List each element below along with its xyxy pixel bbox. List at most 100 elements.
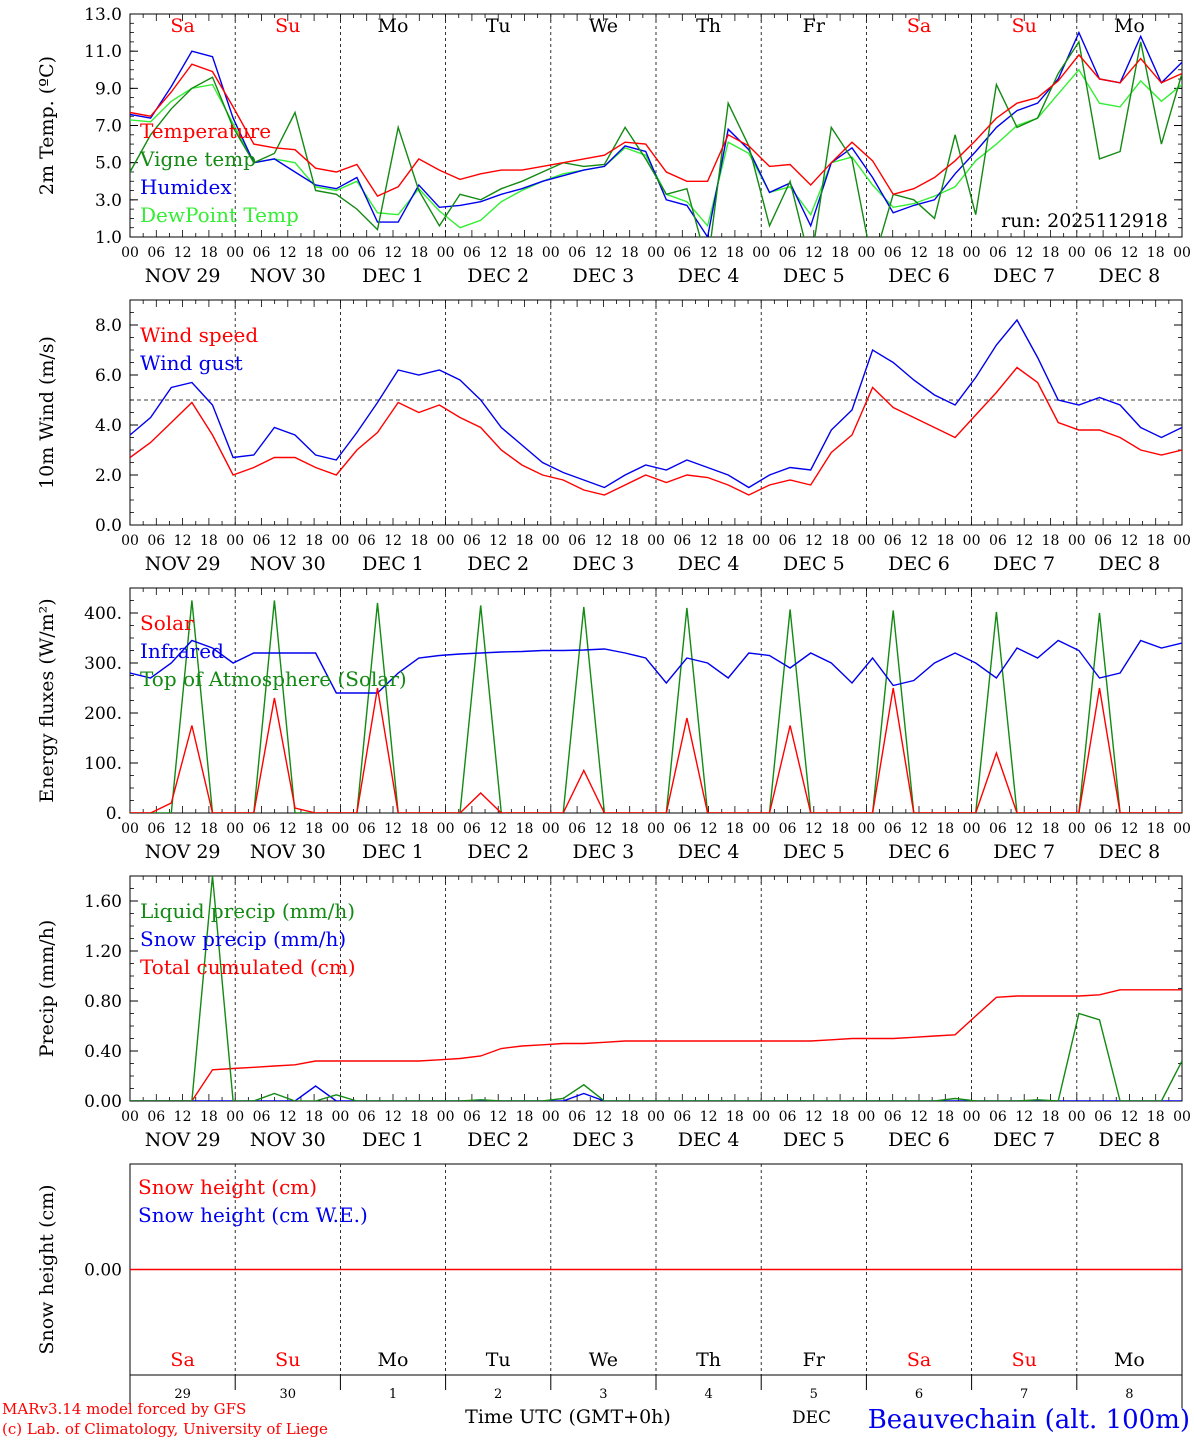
panel-precip: 0.00 0.40 0.80 1.20 1.60 Precip (mm/h) Liquid … xyxy=(36,875,1191,1151)
y-axis-label: 10m Wind (m/s) xyxy=(36,336,58,489)
hour-tick-label: 12 xyxy=(174,245,192,261)
hour-tick-label: 18 xyxy=(831,1109,849,1125)
hour-tick-label: 18 xyxy=(1147,245,1165,261)
date-number: 1 xyxy=(389,1387,397,1402)
hour-tick-label: 18 xyxy=(305,821,323,837)
hour-tick-label: 18 xyxy=(726,533,744,549)
date-label: DEC 8 xyxy=(1099,553,1161,575)
day-abbr: Sa xyxy=(170,15,194,37)
day-abbr: Mo xyxy=(1114,1349,1145,1371)
y-tick-label: 6.0 xyxy=(95,366,122,386)
y-tick-label: 2.0 xyxy=(95,466,122,486)
day-abbr: We xyxy=(589,15,618,37)
hour-tick-label: 12 xyxy=(1120,533,1138,549)
legend-entry: DewPoint Temp xyxy=(140,203,299,227)
hour-tick-label: 06 xyxy=(989,533,1007,549)
hour-tick-label: 06 xyxy=(673,245,691,261)
hour-tick-label: 18 xyxy=(410,1109,428,1125)
hour-tick-label: 12 xyxy=(174,1109,192,1125)
x-axis-title: Time UTC (GMT+0h) xyxy=(465,1406,671,1428)
y-tick-label: 11.0 xyxy=(84,42,122,62)
date-label: NOV 30 xyxy=(250,553,326,575)
hour-tick-label: 06 xyxy=(779,821,797,837)
hour-tick-label: 00 xyxy=(226,533,244,549)
hour-tick-label: 12 xyxy=(384,533,402,549)
hour-tick-label: 00 xyxy=(963,245,981,261)
hour-tick-label: 06 xyxy=(147,821,165,837)
hour-tick-label: 18 xyxy=(305,533,323,549)
hour-tick-label: 00 xyxy=(226,821,244,837)
hour-tick-label: 12 xyxy=(279,533,297,549)
hour-tick-label: 12 xyxy=(805,1109,823,1125)
hour-tick-label: 12 xyxy=(384,245,402,261)
hour-tick-label: 12 xyxy=(174,821,192,837)
hour-tick-label: 06 xyxy=(358,245,376,261)
date-label: DEC 8 xyxy=(1099,841,1161,863)
hour-tick-label: 18 xyxy=(200,245,218,261)
series-line-top-of-atmosphere-solar- xyxy=(130,600,1182,813)
day-abbr: Tu xyxy=(486,1349,511,1371)
date-label: NOV 29 xyxy=(145,553,221,575)
date-number: 2 xyxy=(494,1387,502,1402)
hour-tick-label: 12 xyxy=(384,1109,402,1125)
hour-tick-label: 18 xyxy=(200,533,218,549)
panel-wind: 0.0 2.0 4.0 6.0 8.0 10m Wind (m/s) Wind speed W… xyxy=(36,299,1191,575)
hour-tick-label: 06 xyxy=(358,1109,376,1125)
hour-tick-label: 12 xyxy=(279,245,297,261)
date-number: 8 xyxy=(1125,1387,1133,1402)
hour-tick-label: 06 xyxy=(568,821,586,837)
hour-tick-label: 18 xyxy=(936,533,954,549)
hour-tick-label: 06 xyxy=(253,821,271,837)
hour-tick-label: 00 xyxy=(437,821,455,837)
hour-tick-label: 06 xyxy=(884,245,902,261)
hour-tick-label: 00 xyxy=(752,1109,770,1125)
series-line-wind-gust xyxy=(130,318,1182,489)
hour-tick-label: 12 xyxy=(910,821,928,837)
y-tick-label: 0. xyxy=(106,804,122,824)
hour-tick-label: 06 xyxy=(989,821,1007,837)
hour-tick-label: 00 xyxy=(1068,533,1086,549)
y-tick-label: 9.0 xyxy=(95,79,122,99)
y-tick-label: 200. xyxy=(84,704,122,724)
hour-tick-label: 18 xyxy=(621,533,639,549)
lab-credit: (c) Lab. of Climatology, University of L… xyxy=(2,1420,328,1438)
hour-tick-label: 00 xyxy=(1068,245,1086,261)
hour-tick-label: 18 xyxy=(410,533,428,549)
day-abbr: Fr xyxy=(803,15,826,37)
hour-tick-label: 00 xyxy=(963,821,981,837)
legend-entry: Vigne temp xyxy=(139,147,256,171)
y-tick-label: 400. xyxy=(84,604,122,624)
date-label: DEC 2 xyxy=(467,841,529,863)
day-abbr: Su xyxy=(275,15,300,37)
legend-entry: Liquid precip (mm/h) xyxy=(140,899,355,923)
date-label: DEC 4 xyxy=(678,265,740,287)
series-line-wind-speed xyxy=(130,366,1182,496)
y-axis-label: Snow height (cm) xyxy=(36,1184,58,1354)
date-label: NOV 30 xyxy=(250,1129,326,1151)
hour-tick-label: 12 xyxy=(594,1109,612,1125)
hour-tick-label: 06 xyxy=(463,245,481,261)
hour-tick-label: 18 xyxy=(200,821,218,837)
hour-tick-label: 06 xyxy=(358,821,376,837)
hour-tick-label: 00 xyxy=(121,533,139,549)
hour-tick-label: 06 xyxy=(673,1109,691,1125)
legend-entry: Total cumulated (cm) xyxy=(140,955,356,979)
hour-tick-label: 00 xyxy=(1068,821,1086,837)
hour-tick-label: 06 xyxy=(779,533,797,549)
series-line-infrared xyxy=(130,639,1182,694)
hour-tick-label: 18 xyxy=(1042,1109,1060,1125)
hour-tick-label: 12 xyxy=(805,821,823,837)
hour-tick-label: 00 xyxy=(437,1109,455,1125)
date-number: 7 xyxy=(1020,1387,1028,1402)
date-label: DEC 2 xyxy=(467,553,529,575)
y-tick-label: 0.40 xyxy=(84,1042,122,1062)
hour-tick-label: 12 xyxy=(1015,245,1033,261)
date-label: DEC 4 xyxy=(678,841,740,863)
hour-tick-label: 00 xyxy=(963,533,981,549)
date-label: DEC 1 xyxy=(362,553,424,575)
hour-tick-label: 12 xyxy=(910,245,928,261)
hour-tick-label: 06 xyxy=(1094,533,1112,549)
date-label: DEC 8 xyxy=(1099,265,1161,287)
y-axis-label: Energy fluxes (W/m²) xyxy=(36,598,58,802)
